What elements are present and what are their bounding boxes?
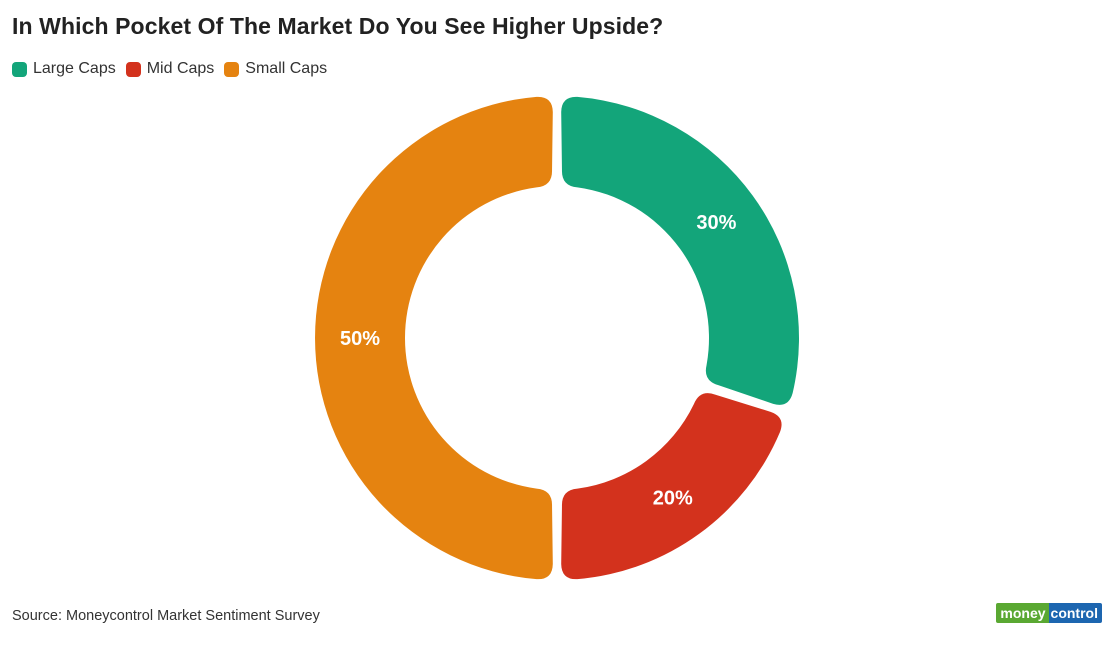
source-note: Source: Moneycontrol Market Sentiment Su…: [12, 608, 320, 624]
chart-title: In Which Pocket Of The Market Do You See…: [12, 13, 664, 39]
logo-control-text: control: [1048, 603, 1102, 623]
legend: Large Caps Mid Caps Small Caps: [12, 60, 327, 78]
legend-swatch-small-caps: [224, 61, 240, 77]
legend-swatch-mid-caps: [125, 61, 141, 77]
logo-money-text: money: [996, 603, 1049, 623]
legend-item-mid-caps[interactable]: Mid Caps: [125, 60, 215, 78]
slice-small-caps[interactable]: [315, 96, 553, 580]
legend-item-small-caps[interactable]: Small Caps: [224, 60, 327, 78]
slice-label-mid-caps: 20%: [653, 487, 693, 509]
moneycontrol-logo: money control: [996, 603, 1102, 623]
legend-label-small-caps: Small Caps: [245, 60, 328, 77]
slice-mid-caps[interactable]: [561, 393, 782, 580]
legend-label-large-caps: Large Caps: [33, 60, 116, 77]
slice-label-large-caps: 30%: [696, 212, 736, 234]
legend-swatch-large-caps: [12, 61, 27, 77]
slice-large-caps[interactable]: [561, 96, 800, 405]
legend-label-mid-caps: Mid Caps: [146, 60, 215, 77]
legend-item-large-caps[interactable]: Large Caps: [12, 60, 116, 78]
slice-label-small-caps: 50%: [340, 328, 380, 350]
